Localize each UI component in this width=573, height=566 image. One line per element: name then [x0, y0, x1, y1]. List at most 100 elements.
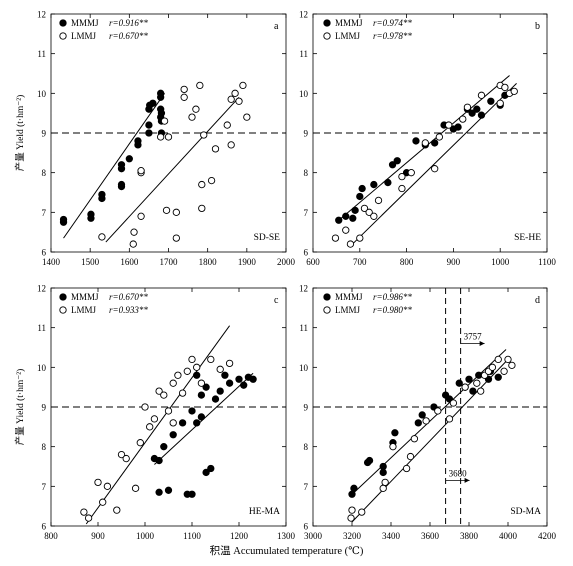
data-point-lmmj [227, 141, 235, 149]
data-point-mmmj [249, 375, 257, 383]
data-point-mmmj [455, 379, 463, 387]
data-point-lmmj [192, 105, 200, 113]
x-axis-title: 积温 Accumulated temperature (℃) [209, 546, 364, 557]
data-point-lmmj [160, 391, 168, 399]
data-point-lmmj [508, 361, 516, 369]
data-point-lmmj [431, 165, 439, 173]
legend-marker [59, 19, 67, 27]
x-tick-label: 3400 [382, 531, 401, 541]
data-point-mmmj [240, 381, 248, 389]
data-point-mmmj [418, 411, 426, 419]
legend-name: MMMJ [335, 18, 363, 28]
legend-marker [323, 306, 331, 314]
data-point-mmmj [157, 109, 166, 117]
data-point-mmmj [59, 215, 68, 224]
data-point-lmmj [131, 484, 140, 492]
data-point-mmmj [188, 407, 196, 415]
data-point-mmmj [351, 206, 359, 215]
data-point-mmmj [358, 184, 366, 193]
data-point-mmmj [211, 395, 220, 403]
panel-label: d [535, 295, 540, 306]
data-point-mmmj [157, 89, 165, 97]
data-point-lmmj [198, 204, 206, 213]
data-point-mmmj [473, 105, 481, 113]
data-point-lmmj [80, 508, 88, 516]
data-point-lmmj [231, 89, 239, 97]
data-point-mmmj [454, 123, 462, 131]
data-point-mmmj [468, 109, 476, 117]
y-tick-label: 8 [304, 168, 309, 178]
legend-r: r=0.933** [109, 305, 148, 315]
data-point-mmmj [469, 387, 477, 395]
data-point-lmmj [496, 99, 504, 107]
threshold-label: 3680 [449, 468, 468, 478]
data-point-mmmj [87, 210, 95, 218]
y-tick-label: 10 [37, 89, 47, 99]
data-point-mmmj [188, 490, 196, 498]
fit-line-mmmj [336, 75, 510, 223]
data-point-lmmj [381, 478, 389, 487]
data-point-mmmj [207, 464, 215, 473]
data-point-mmmj [178, 419, 187, 427]
data-point-mmmj [365, 456, 374, 465]
data-point-mmmj [356, 192, 364, 201]
y-tick-label: 6 [304, 248, 309, 258]
x-tick-label: 900 [447, 257, 461, 267]
data-point-lmmj [449, 399, 458, 407]
data-point-lmmj [239, 81, 247, 90]
data-point-lmmj [122, 454, 130, 463]
y-tick-label: 12 [37, 284, 46, 294]
fit-line-lmmj [105, 96, 240, 243]
x-tick-label: 3000 [304, 531, 323, 541]
legend-name: MMMJ [71, 18, 99, 28]
data-point-mmmj [414, 419, 422, 427]
data-point-mmmj [348, 490, 356, 498]
x-tick-label: 1500 [81, 257, 100, 267]
data-point-lmmj [155, 387, 163, 395]
data-point-mmmj [125, 155, 133, 163]
data-point-lmmj [500, 367, 508, 375]
data-point-lmmj [379, 484, 387, 492]
x-tick-label: 600 [306, 257, 320, 267]
data-point-lmmj [157, 133, 165, 141]
data-point-lmmj [174, 371, 182, 379]
y-axis-title: 产量 Yield (t·hm⁻²) [14, 95, 26, 171]
data-point-lmmj [137, 167, 145, 175]
data-point-mmmj [134, 137, 142, 145]
region-label: SD-SE [254, 233, 281, 243]
data-point-mmmj [350, 484, 358, 492]
panel-b: 600 700 800 900 1000 1100 6 7 8 9 10 11 12 b SE-HE MMMJ… [299, 10, 556, 268]
legend-marker [59, 293, 67, 301]
data-point-mmmj [221, 371, 229, 379]
data-point-lmmj [94, 478, 102, 487]
y-tick-label: 7 [42, 482, 47, 492]
x-tick-label: 1100 [183, 531, 201, 541]
data-point-lmmj [406, 452, 415, 461]
panel-d: 3000 3200 3400 3600 3800 4000 4200 6 7 8 9 10 11 12 37… [299, 284, 557, 542]
y-tick-label: 9 [42, 403, 47, 413]
data-point-mmmj [370, 180, 378, 189]
legend-name: MMMJ [71, 292, 99, 302]
data-point-lmmj [211, 145, 220, 153]
data-point-lmmj [402, 464, 411, 473]
x-tick-label: 1400 [42, 257, 61, 267]
data-point-mmmj [155, 488, 163, 496]
panel-label: b [535, 21, 540, 32]
data-point-lmmj [501, 83, 509, 92]
y-tick-label: 11 [299, 49, 308, 59]
y-tick-label: 12 [299, 284, 308, 294]
data-point-mmmj [235, 375, 243, 383]
data-point-mmmj [431, 139, 439, 147]
data-point-mmmj [388, 161, 397, 169]
data-point-mmmj [349, 214, 357, 222]
data-point-lmmj [459, 115, 467, 123]
data-point-lmmj [421, 139, 429, 147]
y-tick-label: 8 [42, 168, 47, 178]
data-point-mmmj [202, 383, 210, 391]
legend-name: LMMJ [71, 31, 97, 41]
data-point-lmmj [160, 117, 169, 125]
legend-r: r=0.916** [109, 18, 148, 28]
data-point-lmmj [389, 443, 397, 451]
data-point-lmmj [183, 367, 191, 375]
